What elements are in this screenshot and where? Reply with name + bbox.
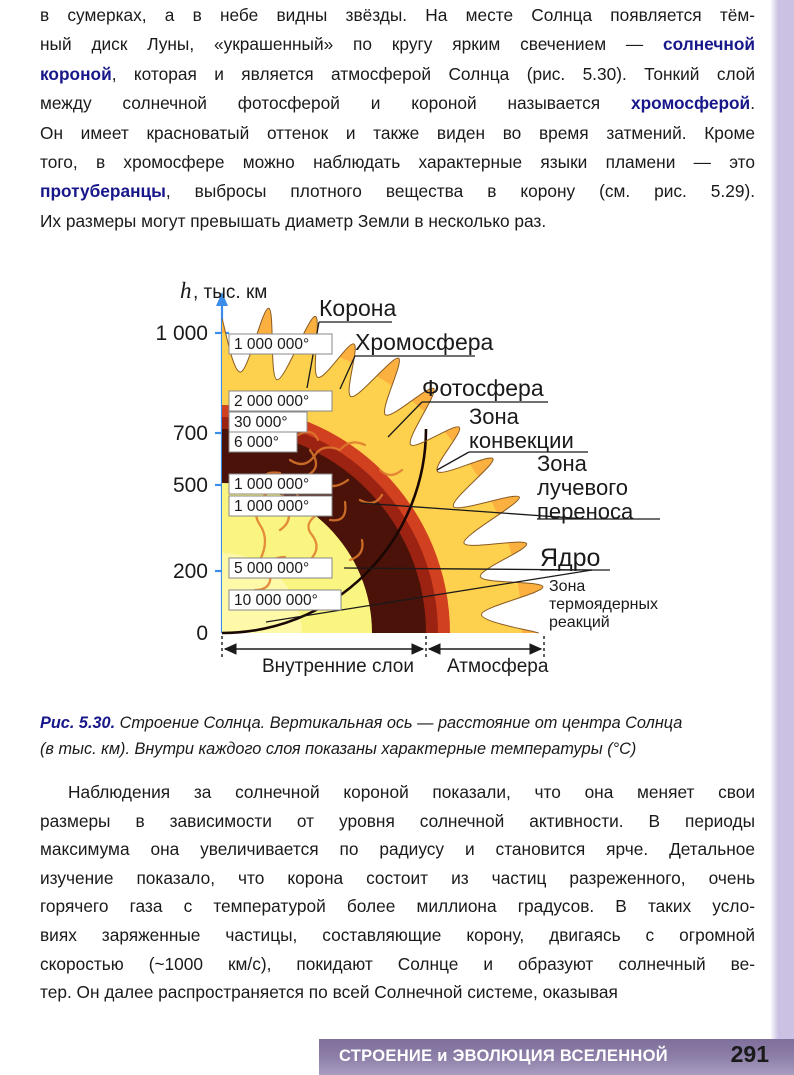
svg-text:Зона: Зона: [537, 451, 588, 476]
svg-text:лучевого: лучевого: [537, 475, 628, 500]
svg-text:реакций: реакций: [549, 614, 610, 631]
svg-text:термоядерных: термоядерных: [549, 596, 658, 613]
svg-text:700: 700: [173, 422, 208, 445]
svg-text:Зона: Зона: [549, 578, 585, 595]
svg-text:500: 500: [173, 474, 208, 497]
svg-text:6 000°: 6 000°: [234, 434, 279, 451]
svg-text:Атмосфера: Атмосфера: [447, 656, 549, 677]
svg-text:200: 200: [173, 560, 208, 583]
svg-text:Корона: Корона: [319, 295, 396, 321]
svg-text:Фотосфера: Фотосфера: [422, 375, 544, 401]
svg-text:1 000: 1 000: [155, 322, 208, 345]
svg-text:конвекции: конвекции: [469, 428, 574, 453]
svg-text:1 000 000°: 1 000 000°: [234, 476, 309, 493]
svg-text:1 000 000°: 1 000 000°: [234, 498, 309, 515]
svg-text:10 000 000°: 10 000 000°: [234, 592, 318, 609]
svg-text:, тыс. км: , тыс. км: [193, 282, 267, 303]
svg-text:30 000°: 30 000°: [234, 414, 288, 431]
svg-text:2 000 000°: 2 000 000°: [234, 393, 309, 410]
svg-text:Ядро: Ядро: [540, 544, 600, 572]
svg-text:5 000 000°: 5 000 000°: [234, 560, 309, 577]
svg-text:h: h: [180, 278, 192, 303]
svg-text:переноса: переноса: [537, 499, 634, 524]
svg-text:0: 0: [196, 622, 208, 645]
svg-text:Внутренние слои: Внутренние слои: [262, 656, 414, 677]
svg-text:Зона: Зона: [469, 404, 520, 429]
svg-text:1 000 000°: 1 000 000°: [234, 336, 309, 353]
svg-text:Хромосфера: Хромосфера: [355, 329, 494, 355]
